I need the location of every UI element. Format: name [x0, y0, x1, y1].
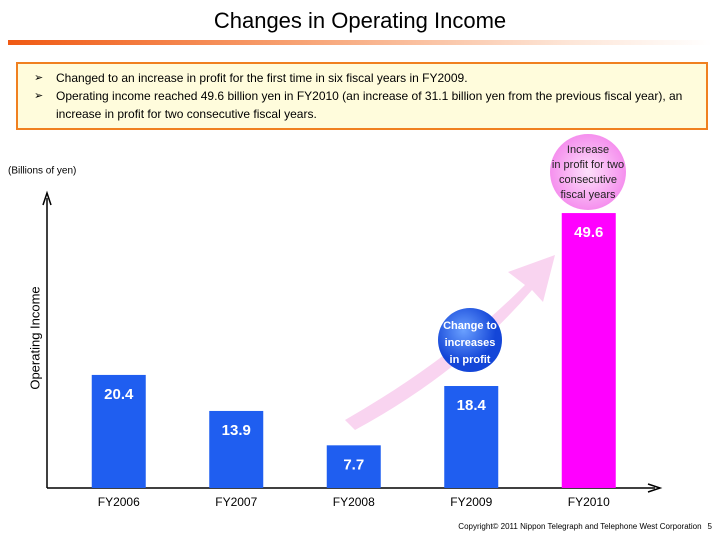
- annotation: in profit for two: [552, 159, 624, 171]
- footer: Copyright© 2011 Nippon Telegraph and Tel…: [452, 522, 712, 531]
- bar: [326, 445, 381, 488]
- x-tick-label: FY2008: [333, 495, 375, 509]
- value-label: 7.7: [343, 456, 364, 473]
- page-number: 5: [707, 522, 712, 531]
- annotation: consecutive: [559, 174, 617, 186]
- x-axis-arrow: [647, 483, 663, 493]
- annotation-badge: [438, 308, 502, 372]
- annotation: Change to: [443, 320, 497, 332]
- annotation: in profit: [450, 354, 491, 366]
- value-label: 18.4: [457, 397, 487, 414]
- bar: [444, 386, 499, 488]
- bar: [91, 374, 146, 488]
- value-label: 49.6: [574, 224, 603, 241]
- annotation-badge: [550, 134, 626, 210]
- value-label: 13.9: [222, 422, 251, 439]
- value-label: 20.4: [104, 386, 134, 403]
- summary-box: Changed to an increase in profit for the…: [16, 62, 708, 130]
- x-tick-label: FY2007: [215, 495, 257, 509]
- bar: [561, 213, 616, 488]
- title: Changes in Operating Income: [213, 8, 507, 33]
- annotation: increases: [445, 337, 496, 349]
- annotation: Increase: [567, 144, 609, 156]
- bullet: Changed to an increase in profit for the…: [34, 69, 698, 87]
- copyright: Copyright© 2011 Nippon Telegraph and Tel…: [458, 522, 702, 531]
- x-tick-label: FY2006: [98, 495, 140, 509]
- bullet: Operating income reached 49.6 billion ye…: [34, 87, 698, 123]
- y-axis-label: Operating Income: [27, 286, 42, 389]
- y-axis-arrow: [42, 190, 52, 206]
- unit-label: (Billions of yen): [8, 166, 76, 177]
- x-tick-label: FY2009: [450, 495, 492, 509]
- annotation: fiscal years: [560, 189, 616, 201]
- title-rule: [8, 40, 712, 45]
- bar: [209, 410, 264, 488]
- trend-arrow: [345, 255, 555, 430]
- x-tick-label: FY2010: [568, 495, 610, 509]
